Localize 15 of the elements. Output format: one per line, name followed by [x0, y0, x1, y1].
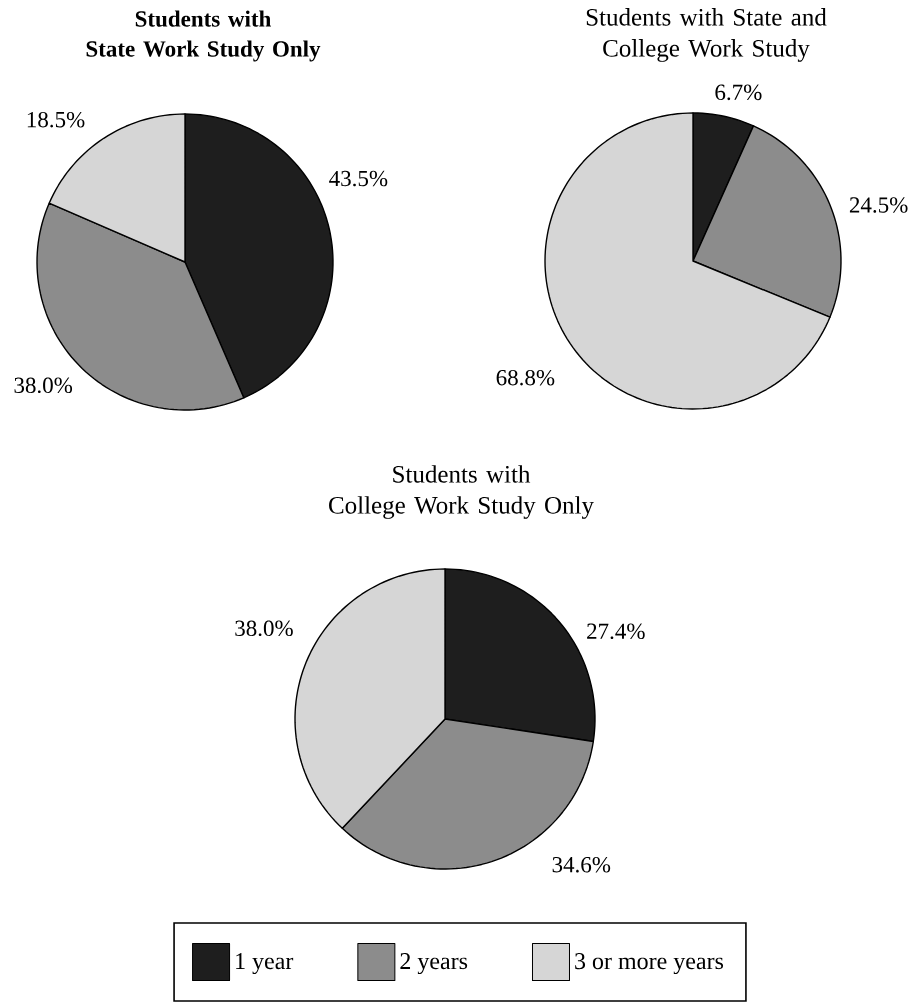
chart-title: Students with State Work Study Only — [86, 10, 321, 62]
data-label: 68.8% — [496, 369, 555, 386]
data-label: 38.0% — [235, 620, 293, 637]
data-label: 18.5% — [27, 111, 85, 128]
chart-title: Students with State and College Work Study — [586, 8, 827, 62]
data-label: 38.0% — [14, 377, 73, 394]
data-label: 6.7% — [715, 84, 762, 101]
data-label: 27.4% — [587, 623, 645, 640]
legend-label: 2 years — [400, 953, 468, 975]
legend-label: 3 or more years — [575, 953, 724, 975]
legend-label: 1 year — [236, 953, 294, 975]
data-label: 34.6% — [552, 856, 611, 873]
data-label: 43.5% — [329, 170, 388, 187]
data-label: 24.5% — [849, 197, 908, 213]
chart-title: Students with College Work Study Only — [329, 465, 594, 519]
